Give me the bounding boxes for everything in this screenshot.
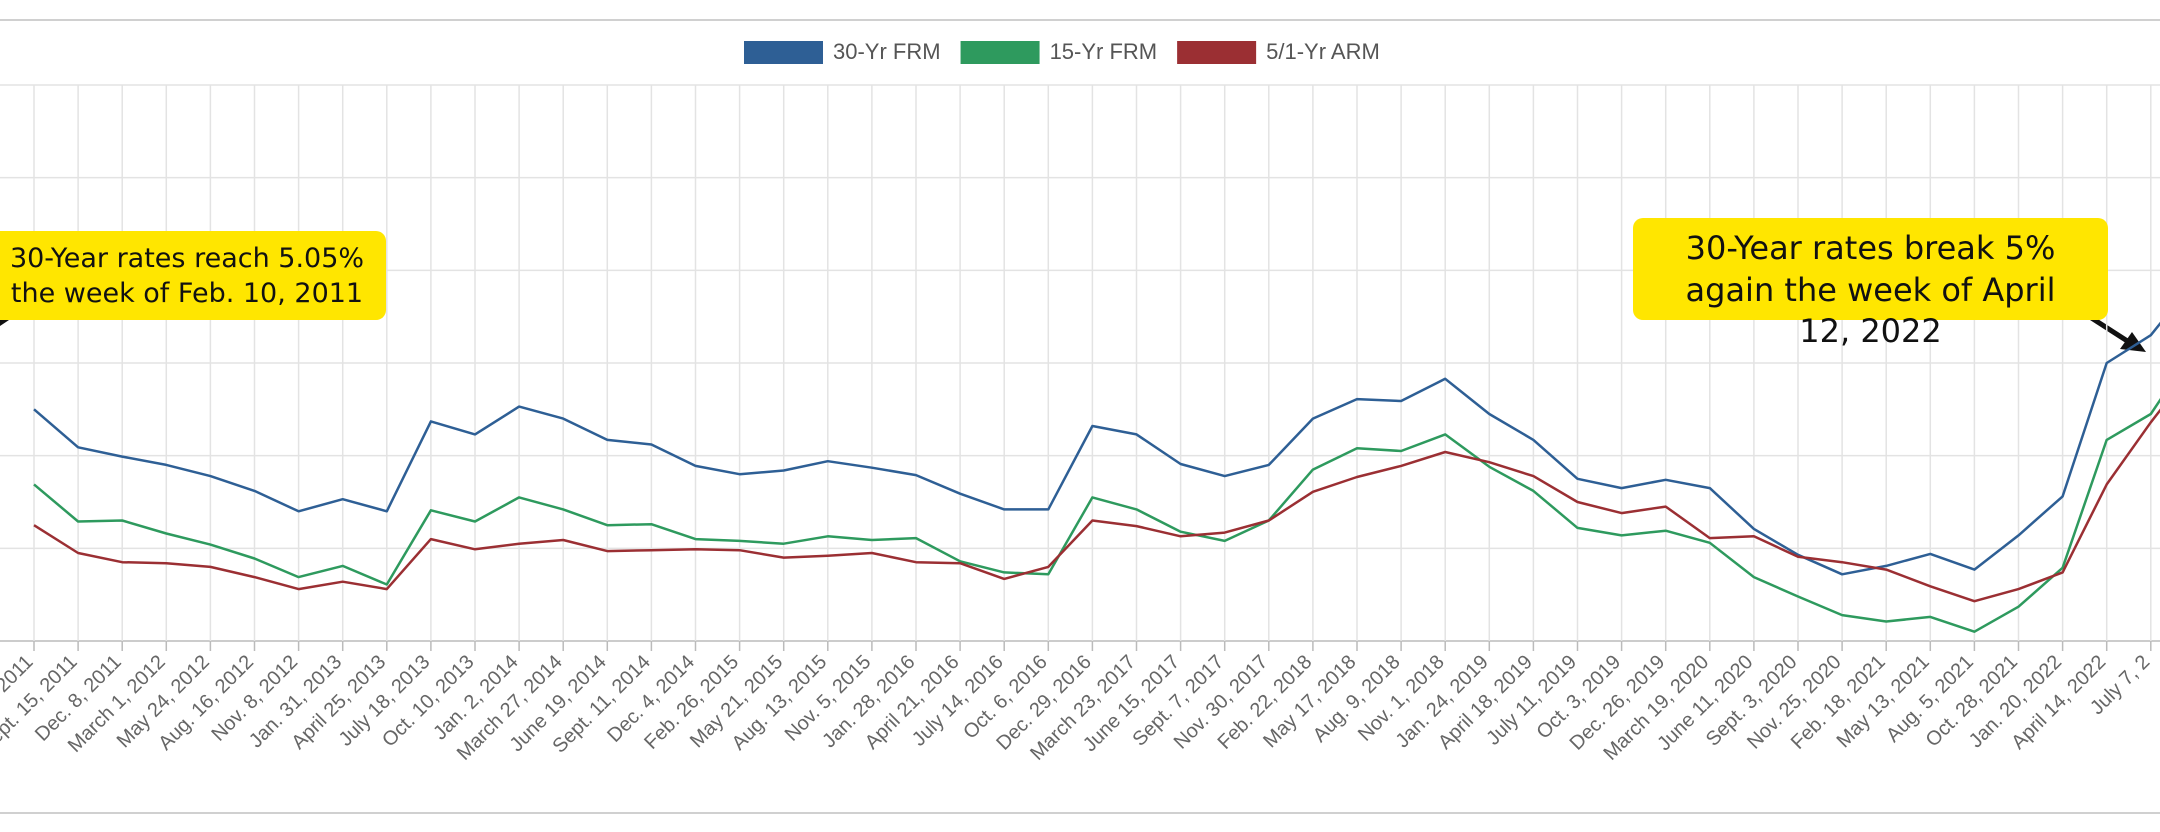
- legend-swatch: [1177, 41, 1257, 64]
- legend-label: 30-Yr FRM: [833, 39, 941, 64]
- legend: 30-Yr FRM 15-Yr FRM 5/1-Yr ARM: [744, 39, 1380, 64]
- legend-label: 15-Yr FRM: [1050, 39, 1158, 64]
- series-line: [33, 398, 2160, 633]
- legend-label: 5/1-Yr ARM: [1266, 39, 1380, 64]
- series-line: [33, 408, 2160, 603]
- legend-swatch: [960, 41, 1040, 64]
- series-line: [33, 321, 2160, 576]
- annotation: 30-Year rates reach 5.05% the week of Fe…: [0, 231, 386, 320]
- annotation-arrow: [2088, 314, 2134, 347]
- annotation: 30-Year rates break 5% again the week of…: [1633, 218, 2108, 350]
- legend-swatch: [744, 41, 823, 64]
- annotation-arrow-head: [2120, 332, 2146, 352]
